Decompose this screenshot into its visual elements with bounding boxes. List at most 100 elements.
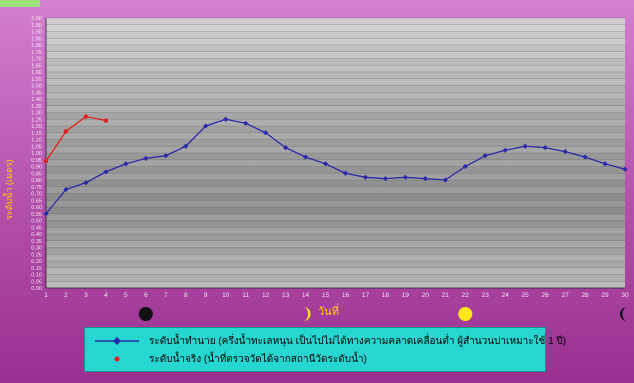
- data-point-observed: [83, 114, 89, 119]
- y-tick-label: 0.25: [31, 252, 42, 258]
- plot-stripe: [46, 281, 625, 288]
- data-point-observed: [43, 158, 49, 164]
- data-point-predicted: [382, 176, 389, 182]
- x-tick-label: 20: [422, 292, 430, 299]
- x-tick-label: 8: [184, 292, 188, 299]
- y-tick-label: 1.85: [31, 36, 42, 42]
- legend-swatch-observed: [114, 356, 120, 362]
- plot-stripe: [46, 38, 625, 45]
- y-tick-label: 0.40: [31, 232, 42, 238]
- x-tick-label: 29: [601, 292, 609, 299]
- plot-stripe: [46, 92, 625, 99]
- data-point-predicted: [183, 143, 189, 149]
- y-tick-label: 0.20: [31, 259, 42, 265]
- x-tick-label: 26: [542, 292, 550, 299]
- full-moon-icon: [458, 307, 473, 321]
- top-left-accent: [0, 0, 40, 7]
- plot-area: [45, 17, 625, 289]
- y-tick-label: 0.65: [31, 198, 42, 204]
- y-tick-label: 1.90: [31, 30, 42, 36]
- legend: ระดับน้ำทำนาย (ครึ่งน้ำทะเลหนุน เป็นไปไม…: [84, 327, 566, 372]
- data-point-predicted: [342, 170, 349, 176]
- plot-stripe: [46, 159, 625, 167]
- x-tick-label: 12: [262, 292, 270, 299]
- data-point-observed: [103, 118, 109, 123]
- y-tick-label: 0.30: [31, 246, 42, 252]
- last-quarter-moon-icon: [620, 307, 627, 321]
- first-quarter-moon-icon: [303, 307, 311, 321]
- data-point-predicted: [442, 177, 448, 183]
- data-point-predicted: [63, 186, 69, 193]
- y-tick-label: 0.50: [31, 219, 42, 225]
- data-point-predicted: [542, 145, 548, 151]
- data-point-predicted: [622, 166, 628, 172]
- y-axis-label: ระดับน้ำ (เมตร): [4, 159, 14, 220]
- data-point-predicted: [163, 153, 169, 159]
- x-tick-label: 30: [621, 292, 629, 299]
- plot-stripe: [46, 65, 625, 72]
- data-point-predicted: [482, 153, 488, 159]
- data-point-predicted: [302, 154, 309, 160]
- x-tick-label: 27: [561, 292, 569, 299]
- x-tick-label: 28: [581, 292, 589, 299]
- y-tick-label: 0.15: [31, 266, 42, 272]
- y-tick-label: 1.65: [31, 63, 42, 69]
- data-point-predicted: [362, 174, 369, 180]
- x-axis: 1 2 3 4 5 6 7 8 9 10 11 12 13 14 15 16 17 18 19 20 21 22 23 24 2…: [44, 292, 629, 299]
- x-tick-label: 21: [442, 292, 450, 299]
- x-tick-label: 16: [342, 292, 350, 299]
- new-moon-icon: [138, 307, 153, 321]
- plot-stripe: [46, 78, 625, 86]
- y-tick-label: 1.05: [31, 144, 42, 150]
- x-tick-label: 19: [402, 292, 410, 299]
- y-tick-label: 1.25: [31, 117, 42, 123]
- x-tick-label: 13: [282, 292, 290, 299]
- y-tick-label: 0.55: [31, 212, 42, 218]
- moon-phase-row: [138, 307, 627, 321]
- data-point-predicted: [123, 161, 129, 167]
- data-point-predicted: [402, 174, 408, 180]
- plot-stripe: [46, 186, 625, 194]
- y-tick-label: 1.60: [31, 70, 42, 76]
- series-layer: [43, 114, 628, 217]
- x-tick-label: 17: [362, 292, 370, 299]
- x-tick-label: 5: [124, 292, 128, 299]
- series-line-observed: [45, 115, 107, 162]
- x-tick-label: 15: [322, 292, 330, 299]
- y-tick-label: 1.80: [31, 43, 42, 49]
- x-tick-label: 23: [482, 292, 490, 299]
- legend-entry-observed: ระดับน้ำจริง (น้ำที่ตรวจวัดได้จากสถานีวั…: [93, 352, 367, 366]
- y-tick-label: 1.30: [31, 111, 42, 117]
- x-tick-label: 24: [502, 292, 510, 299]
- plot-stripe: [46, 173, 625, 180]
- y-tick-label: 1.40: [31, 97, 42, 103]
- y-tick-label: 0.35: [31, 239, 42, 245]
- plot-stripe: [46, 227, 625, 234]
- x-tick-label: 25: [522, 292, 530, 299]
- y-tick-label: 0.45: [31, 225, 42, 231]
- y-tick-label: 0.80: [31, 178, 42, 184]
- x-tick-label: 9: [204, 292, 208, 299]
- x-tick-label: 11: [242, 292, 249, 299]
- y-tick-label: 0.60: [31, 205, 42, 211]
- plot-stripe: [46, 146, 625, 153]
- legend-label-observed: ระดับน้ำจริง (น้ำที่ตรวจวัดได้จากสถานีวั…: [149, 353, 367, 365]
- data-point-predicted: [243, 120, 249, 126]
- data-point-predicted: [322, 161, 329, 167]
- y-tick-label: 0.95: [31, 158, 42, 164]
- plot-stripe: [46, 105, 625, 113]
- data-point-predicted: [103, 169, 109, 175]
- y-tick-label: 1.70: [31, 57, 42, 63]
- y-tick-label: 1.35: [31, 104, 42, 110]
- y-tick-label: 1.15: [31, 131, 42, 137]
- y-tick-label: 1.75: [31, 50, 42, 56]
- x-tick-label: 4: [104, 292, 108, 299]
- x-tick-label: 14: [302, 292, 310, 299]
- y-tick-label: 1.00: [31, 151, 42, 157]
- x-tick-label: 22: [462, 292, 470, 299]
- legend-entry-predicted: ระดับน้ำทำนาย (ครึ่งน้ำทะเลหนุน เป็นไปไม…: [93, 334, 566, 348]
- data-point-observed: [63, 129, 69, 134]
- x-tick-label: 2: [64, 292, 68, 299]
- plot-stripe: [46, 267, 625, 275]
